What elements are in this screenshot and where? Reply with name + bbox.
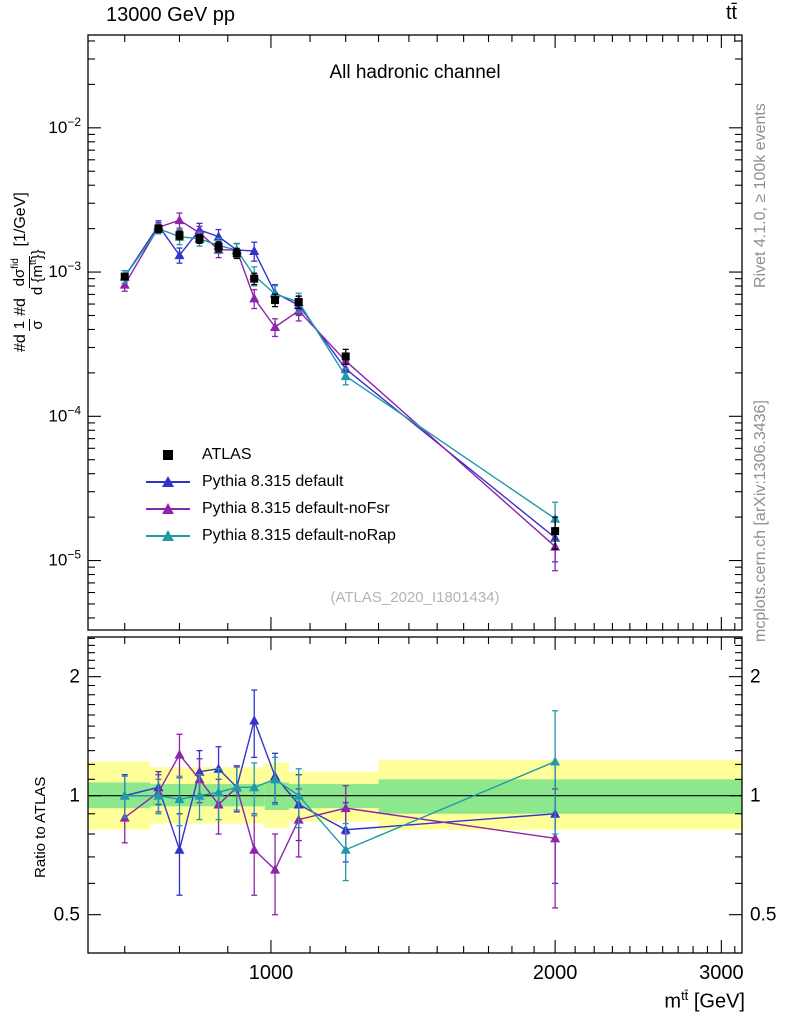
x-title-unit: [GeV] bbox=[688, 990, 745, 1013]
triangle-marker-icon bbox=[162, 503, 174, 514]
atlas-marker bbox=[146, 446, 190, 464]
x-axis-title: mtt̄ [GeV] bbox=[88, 988, 745, 1014]
beam-energy-label: 13000 GeV pp bbox=[106, 4, 235, 26]
svg-text:10−5: 10−5 bbox=[48, 548, 81, 570]
triangle-marker-icon bbox=[162, 476, 174, 487]
svg-text:10−3: 10−3 bbox=[48, 259, 81, 281]
ylabel-frac1-den: σ bbox=[28, 320, 46, 330]
svg-text:1: 1 bbox=[750, 786, 761, 807]
ylabel-frac2-num-sup: fid bbox=[10, 258, 21, 269]
x-title-base: m bbox=[664, 990, 682, 1013]
svg-text:1: 1 bbox=[69, 786, 80, 807]
ylabel-frac-1-over-sigma: 1 σ bbox=[11, 318, 46, 332]
pythia-default-marker bbox=[146, 473, 190, 491]
svg-text:2: 2 bbox=[69, 667, 80, 688]
x-title-sup: tt̄ bbox=[681, 988, 689, 1003]
svg-text:3000: 3000 bbox=[699, 962, 744, 984]
legend: ATLAS Pythia 8.315 default Pythia 8.315 … bbox=[146, 446, 396, 545]
svg-text:0.5: 0.5 bbox=[54, 905, 80, 926]
svg-text:2000: 2000 bbox=[533, 962, 578, 984]
legend-label: Pythia 8.315 default-noRap bbox=[202, 527, 396, 544]
ylabel-d1: #d bbox=[12, 334, 29, 352]
pythia-norap-marker bbox=[146, 527, 190, 545]
svg-text:1000: 1000 bbox=[249, 962, 294, 984]
svg-text:2: 2 bbox=[750, 667, 761, 688]
ylabel-frac2-den-close: }} bbox=[28, 249, 46, 260]
ylabel-frac2-den: d {mtt}} bbox=[27, 249, 47, 296]
svg-text:10−4: 10−4 bbox=[48, 403, 81, 425]
legend-label: ATLAS bbox=[202, 446, 252, 463]
legend-row: Pythia 8.315 default bbox=[146, 473, 396, 491]
legend-row: Pythia 8.315 default-noFsr bbox=[146, 500, 396, 518]
svg-text:10−2: 10−2 bbox=[48, 115, 81, 137]
triangle-marker-icon bbox=[162, 530, 174, 541]
mcplots-arxiv-note: mcplots.cern.ch [arXiv:1306.3436] bbox=[752, 400, 769, 642]
process-label: tt̄ bbox=[726, 2, 738, 24]
rivet-version-note: Rivet 4.1.0, ≥ 100k events bbox=[752, 103, 769, 288]
ylabel-frac2-den-base: d {m bbox=[28, 265, 46, 296]
svg-text:0.5: 0.5 bbox=[750, 905, 776, 926]
main-y-axis-title: #d 1 σ #d dσfid d {mtt}} [1/GeV] bbox=[10, 192, 47, 352]
legend-label: Pythia 8.315 default-noFsr bbox=[202, 500, 390, 517]
analysis-id-watermark: (ATLAS_2020_I1801434) bbox=[330, 589, 500, 606]
ylabel-frac2-den-sup: tt bbox=[27, 259, 39, 266]
ylabel-unit: [1/GeV] bbox=[12, 192, 29, 247]
square-marker-icon bbox=[163, 450, 173, 460]
ratio-y-axis-title: Ratio to ATLAS bbox=[32, 776, 49, 878]
ylabel-frac-dsigma: dσfid d {mtt}} bbox=[10, 249, 47, 296]
channel-title: All hadronic channel bbox=[329, 62, 501, 83]
legend-label: Pythia 8.315 default bbox=[202, 473, 344, 490]
legend-row: ATLAS bbox=[146, 446, 396, 464]
pythia-nofsr-marker bbox=[146, 500, 190, 518]
ylabel-frac1-num: 1 bbox=[11, 318, 30, 332]
legend-row: Pythia 8.315 default-noRap bbox=[146, 527, 396, 545]
ylabel-d2: #d bbox=[12, 298, 29, 316]
ylabel-frac2-num-base: dσ bbox=[11, 268, 28, 287]
